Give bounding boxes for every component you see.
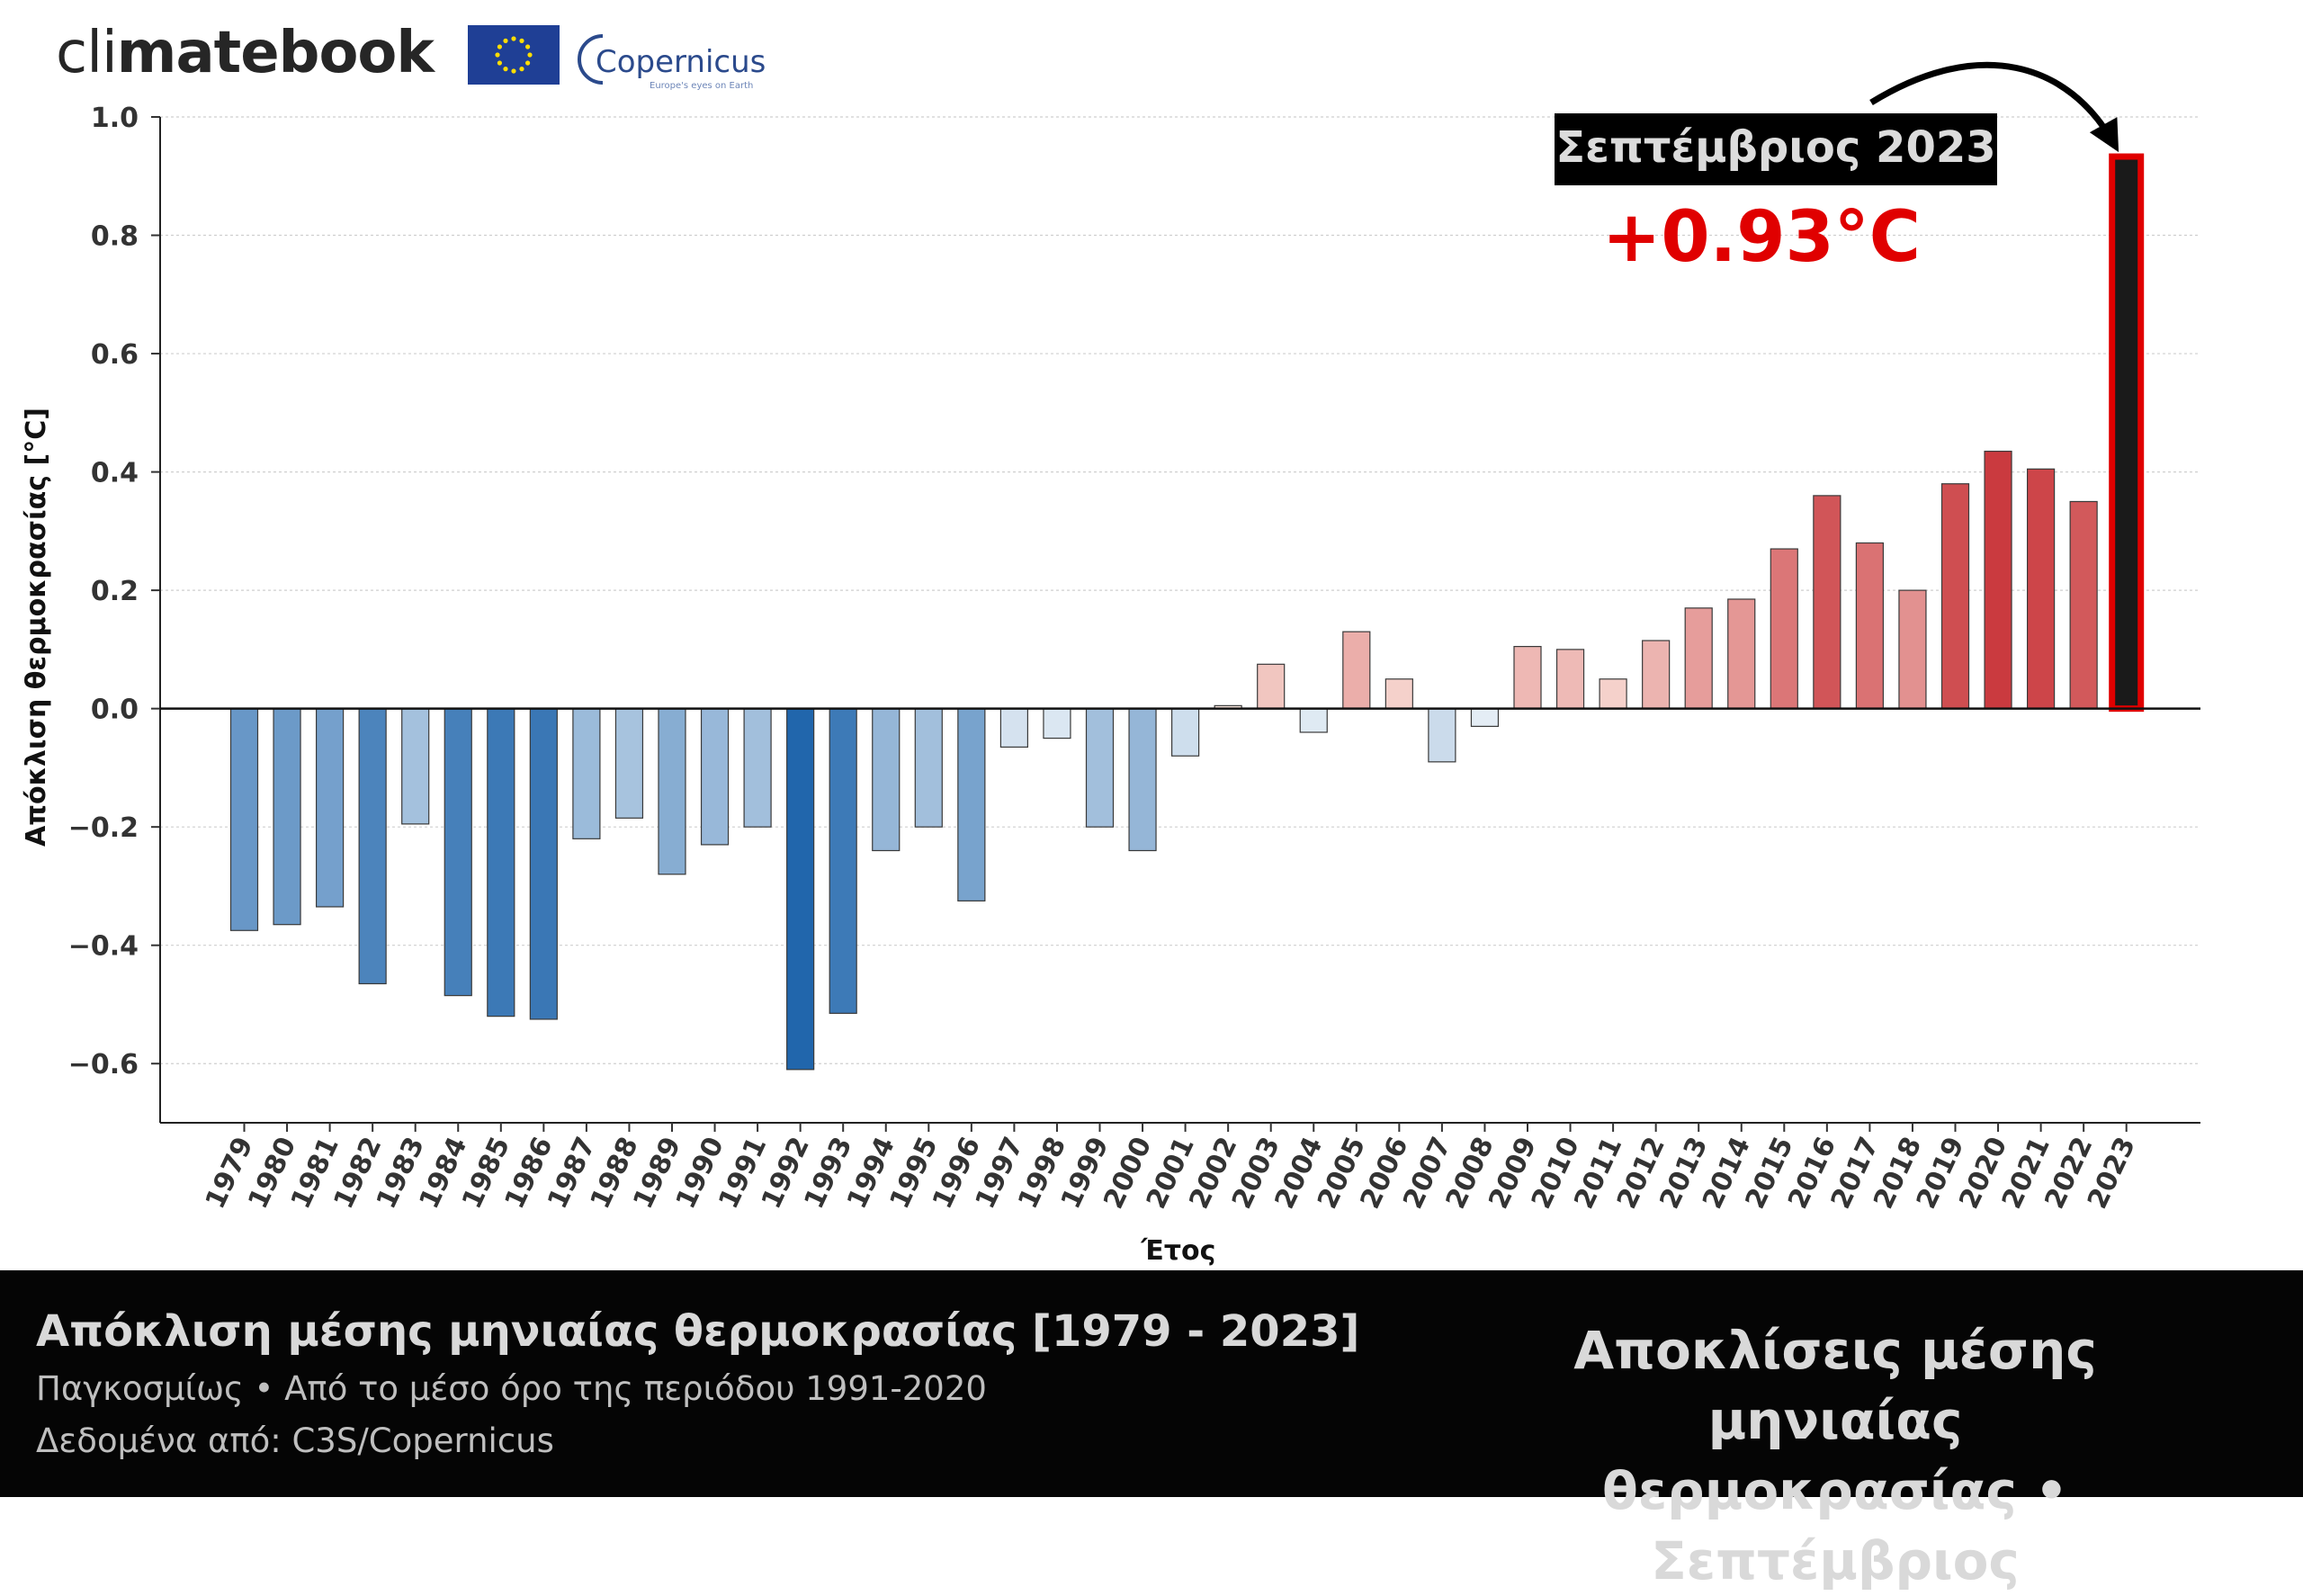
bar-1979 (229, 708, 259, 931)
bar-1980 (273, 708, 301, 926)
bar-2015 (1770, 548, 1798, 710)
footer-panel: Απόκλιση μέσης μηνιαίας θερμοκρασίας [19… (0, 1270, 2303, 1592)
bar-2014 (1727, 598, 1756, 710)
bar-1995 (914, 708, 943, 828)
footer-headline: Αποκλίσεις μέσης μηνιαίας θερμοκρασίας •… (1439, 1315, 2231, 1596)
highlight-label-box (1555, 113, 1997, 185)
bar-1991 (743, 708, 772, 828)
y-tick-label: 0.4 (91, 458, 139, 489)
x-axis-label: Έτος (1141, 1235, 1216, 1267)
footer-title: Απόκλιση μέσης μηνιαίας θερμοκρασίας [19… (36, 1306, 1360, 1357)
bar-1997 (999, 708, 1029, 748)
bar-2007 (1428, 708, 1456, 763)
bar-2009 (1513, 645, 1542, 710)
bar-2006 (1384, 678, 1413, 710)
bar-2013 (1684, 607, 1713, 710)
bar-1999 (1085, 708, 1115, 828)
climatebook-logo: climatebook (56, 20, 435, 86)
bar-2005 (1342, 631, 1371, 710)
bar-2023 (2109, 153, 2145, 713)
logo-bold-text: matebook (116, 20, 435, 86)
bar-1983 (401, 708, 430, 825)
footer-subtitle: Παγκοσμίως • Από το μέσο όρο της περιόδο… (36, 1369, 987, 1408)
highlight-annotation: Σεπτέμβριος 2023 +0.93°C (1555, 61, 2119, 278)
bar-1981 (316, 708, 345, 908)
logo-light-text: cli (56, 20, 118, 86)
bar-1990 (700, 708, 730, 846)
bar-2000 (1128, 708, 1157, 852)
bars (229, 153, 2145, 1071)
footer-headline-line2: θερμοκρασίας • Σεπτέμβριος (1601, 1460, 2068, 1592)
bar-1985 (487, 708, 515, 1018)
bar-2008 (1470, 708, 1500, 727)
copernicus-wordmark: Copernicus (596, 44, 766, 80)
bar-1982 (358, 708, 387, 985)
bar-1993 (829, 708, 857, 1014)
bar-2020 (1984, 450, 2012, 710)
y-axis-label: Απόκλιση θερμοκρασίας [°C] (21, 408, 52, 847)
bar-1996 (957, 708, 986, 901)
bar-1987 (572, 708, 601, 839)
bar-2022 (2069, 500, 2098, 710)
y-tick-label: 0.0 (91, 695, 139, 726)
y-tick-label: −0.2 (68, 812, 139, 844)
bar-1986 (529, 708, 558, 1020)
bar-2021 (2027, 468, 2056, 710)
y-tick-label: −0.6 (68, 1049, 139, 1080)
bar-1992 (786, 708, 815, 1071)
footer-source: Δεδομένα από: C3S/Copernicus (36, 1421, 554, 1460)
bar-2019 (1940, 483, 1970, 710)
callout-arrow (1869, 61, 2119, 153)
bar-1988 (614, 708, 644, 819)
bar-2010 (1555, 649, 1585, 710)
bar-2018 (1898, 589, 1927, 710)
y-tick-label: 0.8 (91, 221, 139, 253)
highlight-label: Σεπτέμβριος 2023 (1555, 122, 1995, 173)
anomaly-bar-chart: −0.6−0.4−0.20.00.20.40.60.81.01979198019… (21, 61, 2200, 1267)
bar-2003 (1257, 663, 1286, 710)
bar-1998 (1043, 708, 1071, 740)
copernicus-logo: Copernicus Europe's eyes on Earth (578, 34, 766, 91)
bar-1994 (872, 708, 901, 852)
bar-1984 (444, 708, 472, 997)
copernicus-tagline: Europe's eyes on Earth (650, 81, 753, 91)
footer-headline-line1: Αποκλίσεις μέσης μηνιαίας (1573, 1320, 2097, 1451)
eu-flag-icon (468, 25, 560, 85)
bar-2016 (1813, 495, 1842, 710)
y-tick-label: −0.4 (68, 931, 139, 963)
y-tick-label: 0.6 (91, 339, 139, 371)
bar-2004 (1299, 708, 1328, 733)
y-tick-label: 1.0 (91, 103, 139, 134)
highlight-value: +0.93°C (1602, 197, 1921, 278)
bar-2017 (1855, 542, 1884, 710)
bar-2001 (1170, 708, 1200, 757)
bar-2011 (1599, 678, 1627, 710)
bar-2012 (1642, 640, 1671, 710)
bar-1989 (658, 708, 686, 875)
y-tick-label: 0.2 (91, 576, 139, 607)
